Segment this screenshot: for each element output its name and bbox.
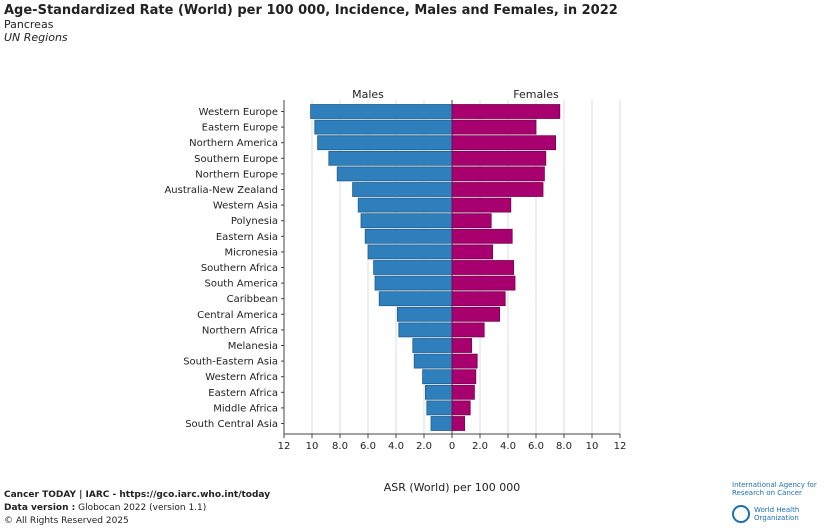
category-label: Central America (197, 310, 278, 321)
bar-males (378, 291, 453, 307)
bar-females (451, 353, 478, 369)
bar-females (451, 119, 537, 135)
bar-females (451, 322, 485, 338)
bar-females (451, 400, 471, 416)
bar-females (451, 369, 477, 385)
tick-label: 2.0 (416, 441, 432, 452)
bar-males (360, 213, 453, 229)
bar-males (373, 260, 453, 275)
chart-title: Age-Standardized Rate (World) per 100 00… (4, 3, 618, 18)
bar-males (352, 182, 453, 197)
category-label: Northern Europe (195, 169, 278, 180)
bar-females (451, 228, 513, 244)
bar-males (336, 166, 453, 182)
category-label: Australia-New Zealand (164, 185, 278, 196)
tick-label: 12 (614, 441, 627, 452)
footer-version-label: Data version : (4, 503, 76, 513)
who-emblem-icon (732, 505, 750, 523)
bar-males (396, 306, 453, 322)
category-label: Melanesia (228, 341, 278, 352)
bar-males (328, 150, 453, 166)
bar-males (317, 135, 453, 151)
bar-females (451, 416, 466, 431)
category-label: Micronesia (224, 247, 278, 258)
category-label: South America (205, 279, 279, 290)
series-label-females: Females (513, 88, 559, 101)
footer-rights: © All Rights Reserved 2025 (4, 516, 129, 526)
bar-males (412, 338, 453, 353)
category-label: Southern Europe (194, 154, 278, 165)
category-label: Northern America (189, 138, 278, 149)
category-label: Western Asia (213, 201, 278, 212)
bar-males (364, 228, 453, 244)
category-label: Southern Africa (201, 263, 278, 274)
category-label: Western Africa (205, 372, 278, 383)
bar-males (422, 369, 453, 385)
bar-females (451, 150, 547, 166)
bar-females (451, 291, 506, 307)
bar-males (357, 197, 453, 213)
footer-source: Cancer TODAY | IARC - https://gco.iarc.w… (4, 490, 271, 500)
category-label: South-Eastern Asia (183, 357, 278, 368)
tick-label: 8.0 (332, 441, 348, 452)
bar-females (451, 182, 544, 197)
series-label-males: Males (352, 88, 384, 101)
tick-label: 8.0 (556, 441, 572, 452)
category-label: Northern Africa (202, 325, 278, 336)
chart-subtitle: Pancreas (4, 18, 54, 31)
bar-males (430, 416, 453, 431)
bar-males (398, 322, 453, 338)
bar-males (424, 384, 453, 400)
bar-males (374, 275, 453, 291)
bar-males (426, 400, 453, 416)
category-label: Eastern Europe (202, 123, 278, 134)
tick-label: 10 (586, 441, 599, 452)
category-label: Western Europe (199, 107, 278, 118)
bar-females (451, 306, 500, 322)
tick-label: 2.0 (472, 441, 488, 452)
bar-males (367, 244, 453, 260)
tick-label: 4.0 (500, 441, 516, 452)
tick-label: 0 (449, 441, 455, 452)
category-label: South Central Asia (185, 419, 278, 430)
bar-females (451, 197, 512, 213)
footer-version: Globocan 2022 (version 1.1) (78, 503, 207, 513)
tick-label: 6.0 (528, 441, 544, 452)
chart-subtitle-2: UN Regions (4, 31, 68, 44)
bar-males (413, 353, 453, 369)
category-label: Eastern Africa (208, 388, 278, 399)
bar-females (451, 104, 561, 119)
tick-label: 10 (306, 441, 319, 452)
category-label: Polynesia (231, 216, 278, 227)
bar-females (451, 384, 475, 400)
iarc-logo: International Agency for Research on Can… (732, 481, 817, 497)
bar-females (451, 244, 493, 260)
tick-label: 12 (278, 441, 291, 452)
bar-males (310, 104, 453, 119)
tick-label: 4.0 (388, 441, 404, 452)
bar-females (451, 166, 545, 182)
x-axis-label: ASR (World) per 100 000 (384, 481, 521, 494)
bar-females (451, 213, 492, 229)
who-logo: World Health Organization (754, 506, 800, 522)
bar-females (451, 338, 473, 353)
bar-males (314, 119, 453, 135)
bar-females (451, 260, 514, 275)
bar-females (451, 275, 516, 291)
category-label: Caribbean (227, 294, 278, 305)
tick-label: 6.0 (360, 441, 376, 452)
category-label: Eastern Asia (216, 232, 278, 243)
bar-females (451, 135, 556, 151)
category-label: Middle Africa (213, 403, 278, 414)
